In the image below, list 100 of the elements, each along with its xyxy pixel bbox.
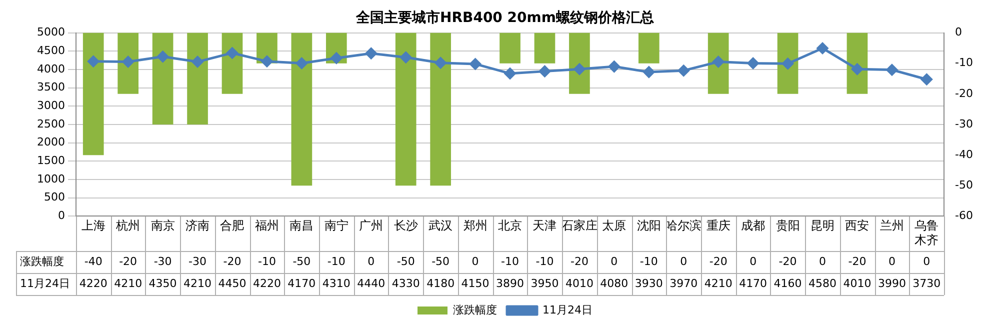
data-label: 4170 — [288, 276, 316, 290]
data-label: -10 — [258, 254, 276, 268]
y2-tick-label: 0 — [955, 26, 962, 39]
x-tick-label: 乌鲁木齐 — [914, 218, 939, 247]
data-label: -20 — [778, 254, 797, 268]
data-label: 0 — [888, 254, 896, 268]
point — [886, 64, 898, 76]
point — [88, 56, 100, 68]
data-label: 4330 — [392, 276, 420, 290]
point — [296, 57, 308, 69]
x-tick-label: 西安 — [845, 218, 870, 233]
text: 11月24日 — [20, 276, 70, 290]
data-label: 4170 — [739, 276, 768, 290]
data-label: -30 — [154, 254, 172, 268]
data-label: 4080 — [600, 276, 628, 290]
x-tick-label: 合肥 — [220, 218, 244, 233]
point — [608, 60, 620, 72]
x-tick-label: 南京 — [150, 218, 175, 233]
data-label: -50 — [396, 254, 415, 268]
y2-tick-label: -30 — [955, 117, 973, 130]
data-label: 4210 — [704, 276, 732, 290]
y-tick-label: 5000 — [36, 26, 65, 39]
point — [504, 68, 516, 80]
data-label: 4220 — [79, 276, 108, 290]
x-tick-label: 天津 — [532, 218, 557, 233]
data-label: 4310 — [322, 276, 350, 290]
data-label: 0 — [368, 254, 375, 268]
y-tick-label: 1500 — [36, 154, 65, 168]
chart-title: 全国主要城市HRB400 20mm螺纹钢价格汇总 — [355, 9, 654, 26]
data-label: 4010 — [565, 276, 594, 290]
x-tick-label: 南宁 — [324, 218, 348, 233]
data-label: 4350 — [148, 276, 177, 290]
point — [157, 50, 169, 62]
point — [574, 63, 586, 75]
data-label: 4450 — [218, 276, 246, 290]
data-label: 0 — [819, 254, 826, 268]
data-label: 4180 — [426, 276, 455, 290]
y2-tick-label: -20 — [955, 86, 973, 100]
x-tick-label: 福州 — [254, 218, 279, 233]
data-label: -20 — [119, 254, 138, 268]
legend-label: 11月24日 — [542, 303, 593, 316]
y-tick-label: 3500 — [36, 80, 65, 94]
data-label: 4210 — [184, 276, 212, 290]
x-tick-label: 北京 — [498, 218, 522, 233]
point — [712, 56, 724, 68]
x-tick-label: 石家庄 — [561, 218, 598, 233]
x-tick-label: 郑州 — [463, 218, 488, 233]
x-tick-label: 昆明 — [810, 218, 835, 233]
x-tick-label: 重庆 — [706, 218, 730, 233]
data-label: -50 — [292, 254, 311, 268]
text: 涨跌幅度 — [20, 254, 64, 268]
x-tick-label: 太原 — [602, 218, 626, 233]
data-label: -40 — [84, 254, 102, 268]
point — [816, 42, 828, 54]
x-tick-label: 广州 — [359, 218, 384, 233]
x-tick-label: 上海 — [81, 218, 106, 233]
point — [365, 48, 377, 60]
data-label: -50 — [432, 254, 450, 268]
data-label: -20 — [570, 254, 588, 268]
point — [920, 74, 932, 86]
x-tick-label: 沈阳 — [636, 218, 661, 233]
data-label: -10 — [536, 254, 554, 268]
x-tick-label: 南昌 — [290, 218, 314, 233]
y-tick-label: 4000 — [36, 62, 65, 76]
y2-tick-label: -50 — [955, 178, 973, 192]
y-tick-label: 500 — [44, 190, 65, 204]
point — [538, 66, 550, 78]
data-label: -20 — [223, 254, 242, 268]
data-label: 4160 — [774, 276, 802, 290]
data-label: 3890 — [496, 276, 524, 290]
point — [330, 52, 342, 64]
data-label: 3970 — [670, 276, 698, 290]
x-tick-label: 成都 — [741, 218, 766, 233]
data-label: 0 — [610, 254, 618, 268]
x-tick-label: 武汉 — [428, 218, 453, 233]
data-label: 4010 — [843, 276, 872, 290]
data-label: 0 — [472, 254, 479, 268]
y-tick-label: 3000 — [36, 99, 65, 112]
point — [747, 57, 759, 69]
y-tick-label: 1000 — [36, 172, 65, 186]
data-label: 4210 — [114, 276, 142, 290]
x-tick-label: 兰州 — [880, 218, 904, 233]
y2-tick-label: -40 — [955, 148, 973, 161]
point — [192, 56, 204, 68]
point — [261, 56, 273, 68]
point — [782, 58, 794, 70]
point — [434, 57, 446, 69]
point — [122, 56, 134, 68]
data-label: -20 — [709, 254, 728, 268]
y-tick-label: 2000 — [36, 136, 65, 149]
data-label: -10 — [501, 254, 519, 268]
x-tick-label: 济南 — [186, 218, 210, 233]
y2-tick-label: -10 — [955, 56, 973, 70]
x-tick-label: 杭州 — [115, 218, 140, 233]
data-label: 0 — [923, 254, 930, 268]
point — [400, 52, 412, 64]
data-label: 0 — [750, 254, 757, 268]
y-tick-label: 0 — [58, 209, 65, 222]
point — [643, 66, 655, 78]
y-tick-label: 4500 — [36, 44, 65, 57]
